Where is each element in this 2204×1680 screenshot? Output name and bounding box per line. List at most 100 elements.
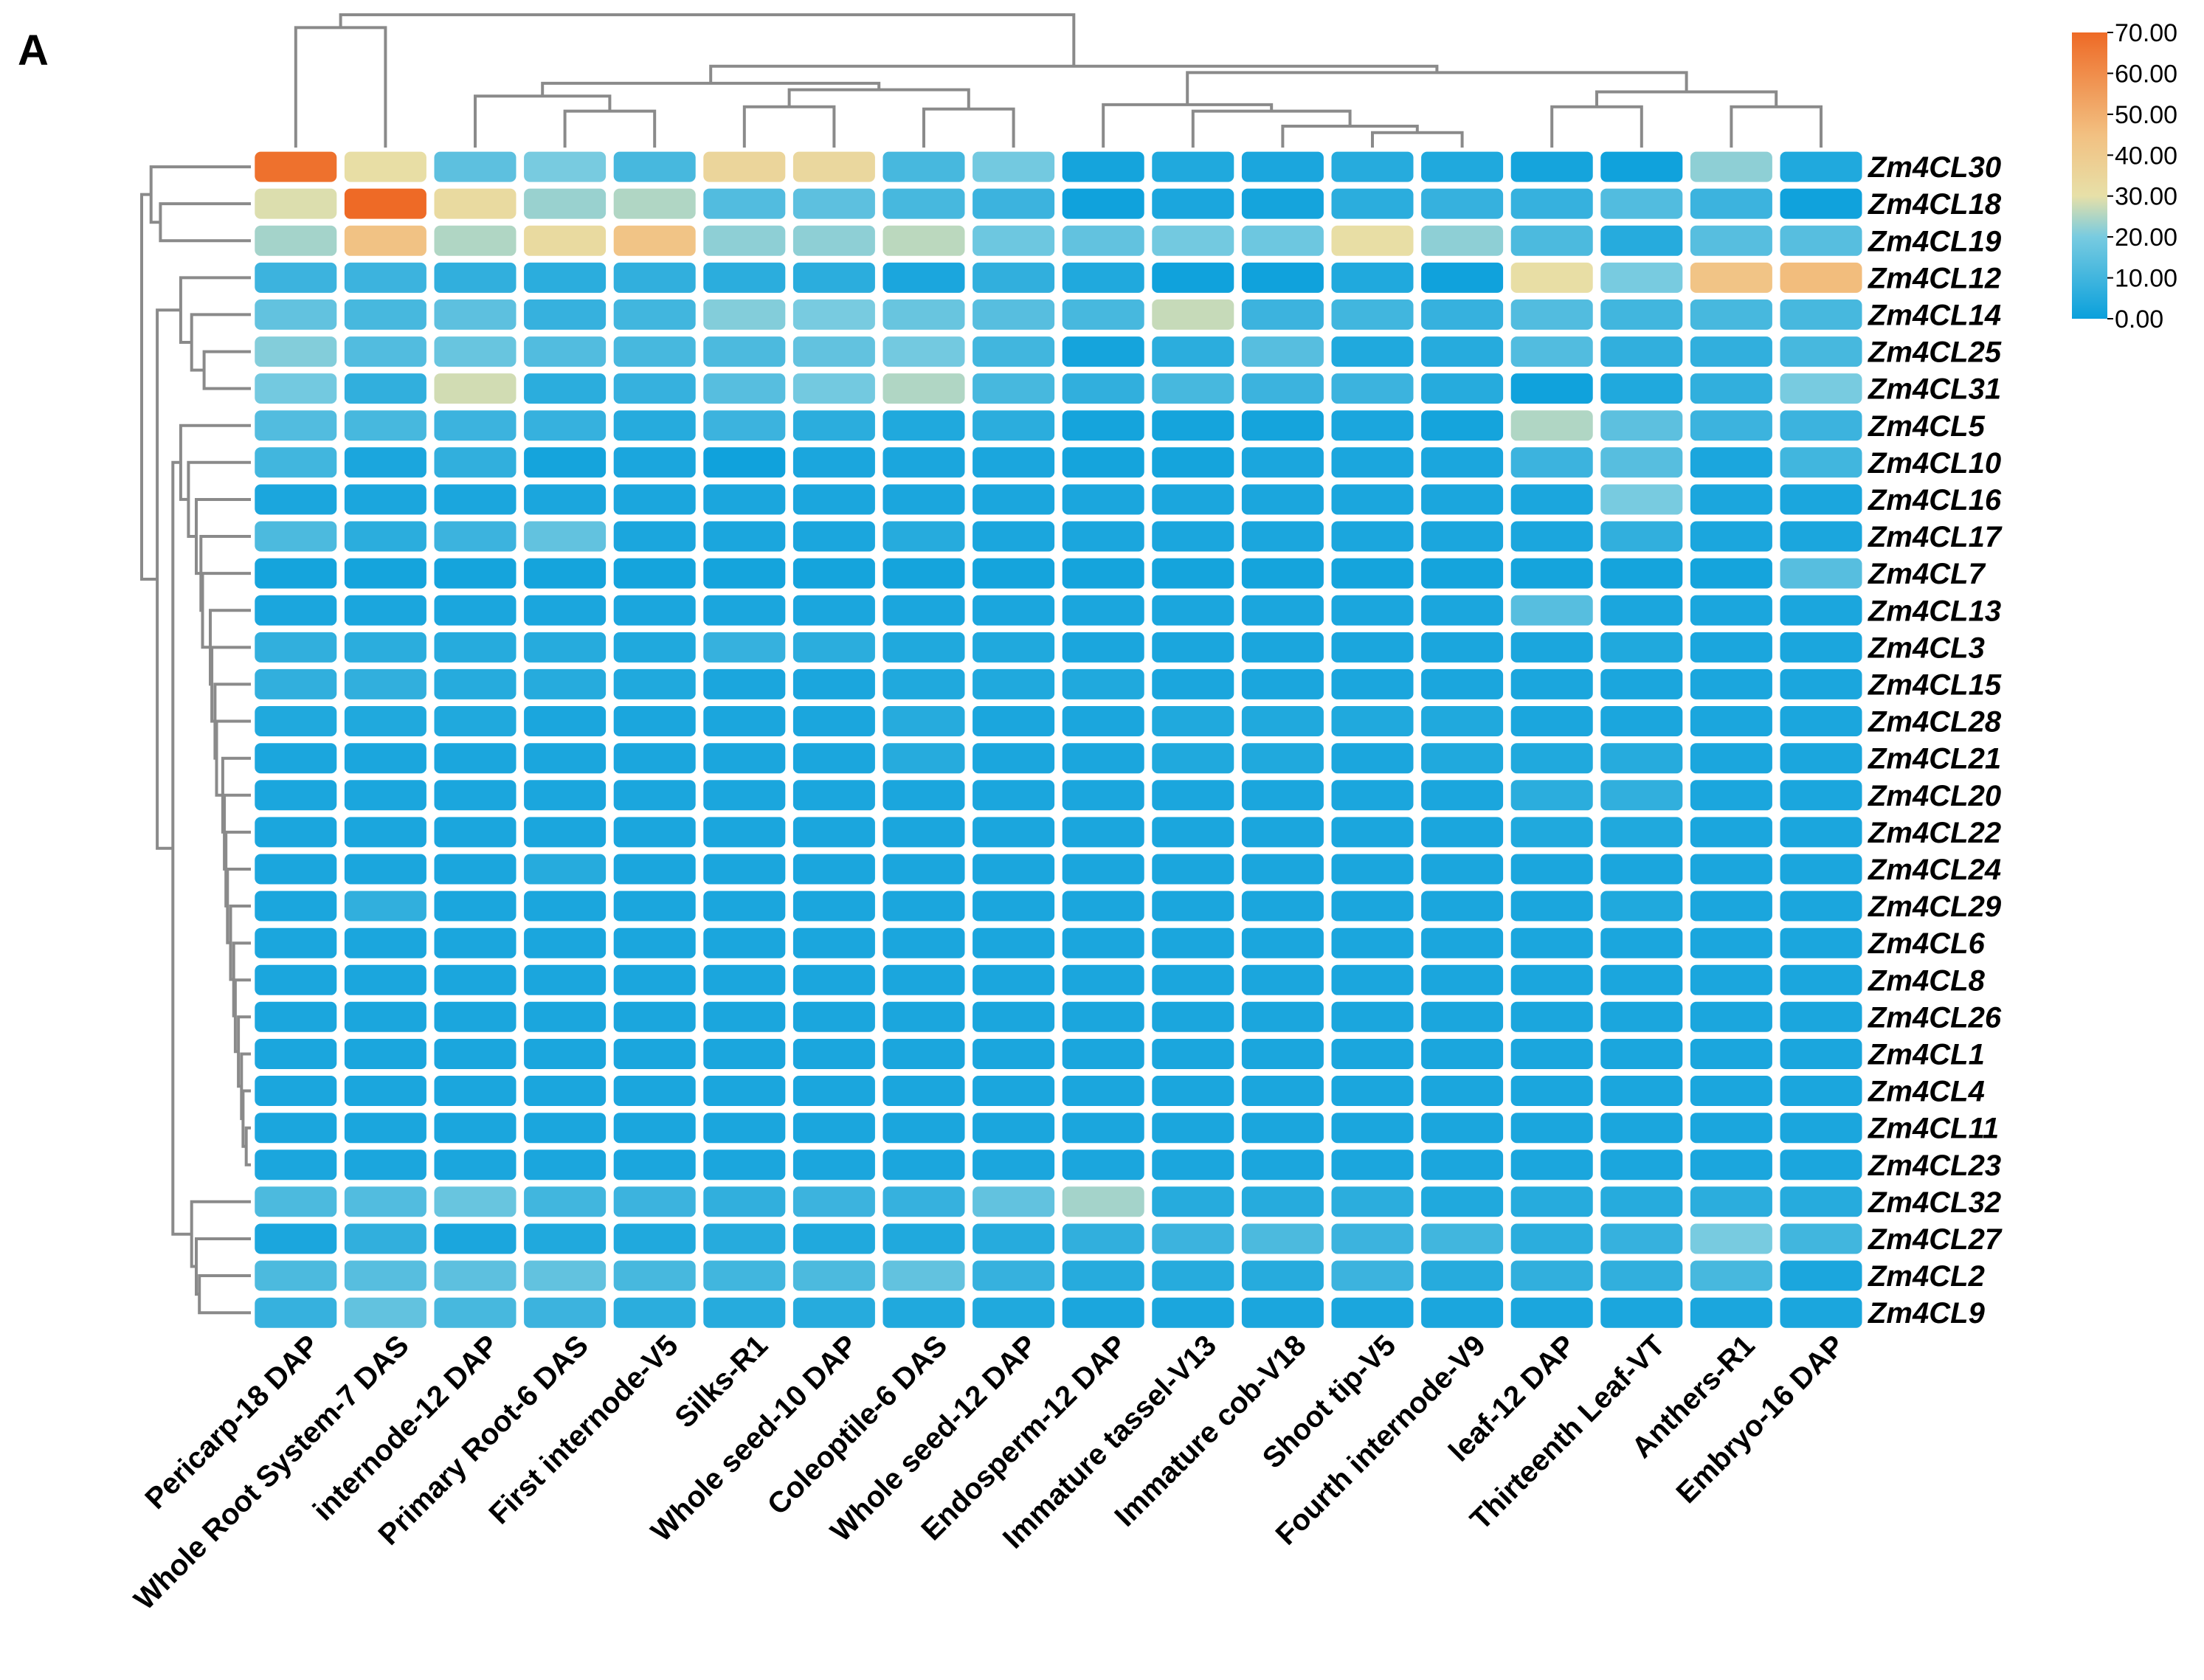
heatmap-cell <box>1421 1039 1504 1069</box>
heatmap-cell <box>1510 706 1593 736</box>
heatmap-cell <box>434 1260 517 1291</box>
heatmap-cell <box>524 632 607 663</box>
heatmap-cell <box>1690 964 1772 995</box>
heatmap-cell <box>1510 151 1593 182</box>
heatmap-cell <box>1331 410 1414 441</box>
heatmap-cell <box>613 447 696 478</box>
heatmap-cell <box>524 151 607 182</box>
heatmap-cell <box>434 743 517 774</box>
row-label: Zm4CL19 <box>1868 225 2002 257</box>
heatmap-cell <box>1241 1260 1324 1291</box>
heatmap-cell <box>434 964 517 995</box>
heatmap-cell <box>434 262 517 293</box>
heatmap-cell <box>703 817 786 848</box>
dendrogram-branch <box>149 165 251 224</box>
heatmap-cell <box>1690 1260 1772 1291</box>
heatmap-cell <box>613 1001 696 1032</box>
dendrogram-branch <box>171 460 192 1236</box>
heatmap-cell <box>792 706 875 736</box>
heatmap-cell <box>255 225 337 256</box>
heatmap-cell <box>1510 299 1593 330</box>
heatmap-cell <box>1421 484 1504 515</box>
heatmap-cell <box>1421 373 1504 404</box>
heatmap-cell <box>703 225 786 256</box>
heatmap-cell <box>1062 706 1144 736</box>
heatmap-cell <box>973 706 1055 736</box>
heatmap-cell <box>703 780 786 811</box>
heatmap-cell <box>1780 558 1862 589</box>
heatmap-cell <box>344 1113 426 1144</box>
heatmap-cell <box>703 299 786 330</box>
legend-tick-label: 40.00 <box>2115 142 2177 170</box>
heatmap-cell <box>1510 410 1593 441</box>
heatmap-cell <box>882 373 965 404</box>
legend-tick-label: 70.00 <box>2115 19 2177 47</box>
heatmap-cell <box>1600 632 1683 663</box>
heatmap-cell <box>1780 1223 1862 1254</box>
heatmap-cell <box>434 1076 517 1106</box>
heatmap-cell <box>1241 151 1324 182</box>
heatmap-cell <box>613 299 696 330</box>
heatmap-cell <box>1780 780 1862 811</box>
dendrogram-branch <box>202 350 251 390</box>
heatmap-cell <box>1331 262 1414 293</box>
heatmap-cell <box>973 668 1055 699</box>
heatmap-cell <box>792 595 875 626</box>
row-label: Zm4CL7 <box>1868 558 1986 590</box>
heatmap-cell <box>1780 854 1862 885</box>
heatmap-cell <box>1152 780 1234 811</box>
heatmap-cell <box>524 706 607 736</box>
heatmap-cell <box>1600 780 1683 811</box>
heatmap-cell <box>434 188 517 219</box>
heatmap-cell <box>1152 373 1234 404</box>
heatmap-cell <box>1690 668 1772 699</box>
heatmap-cell <box>882 927 965 958</box>
heatmap-cell <box>434 558 517 589</box>
heatmap-cell <box>613 927 696 958</box>
heatmap-cell <box>1780 743 1862 774</box>
heatmap-cell <box>1510 336 1593 367</box>
heatmap-cell <box>703 854 786 885</box>
heatmap-cell <box>1331 558 1414 589</box>
heatmap-cell <box>1600 1001 1683 1032</box>
legend-color-bar <box>2072 32 2107 319</box>
heatmap-cell <box>1241 336 1324 367</box>
heatmap-cell <box>255 964 337 995</box>
heatmap-cell <box>524 668 607 699</box>
heatmap-cell <box>344 151 426 182</box>
heatmap-cell <box>1780 373 1862 404</box>
heatmap-cell <box>1152 1039 1234 1069</box>
heatmap-cell <box>703 632 786 663</box>
heatmap-cell <box>1600 1223 1683 1254</box>
heatmap-cell <box>1152 484 1234 515</box>
heatmap-cell <box>344 373 426 404</box>
heatmap-cell <box>255 854 337 885</box>
heatmap-cell <box>613 1076 696 1106</box>
row-label: Zm4CL15 <box>1868 668 2002 701</box>
heatmap-cell <box>1421 1260 1504 1291</box>
heatmap-cell <box>1600 188 1683 219</box>
heatmap-cell <box>1241 632 1324 663</box>
heatmap-cell <box>434 1039 517 1069</box>
heatmap-cell <box>1421 632 1504 663</box>
heatmap-cell <box>1062 927 1144 958</box>
heatmap-cell <box>1600 706 1683 736</box>
heatmap-cell <box>344 188 426 219</box>
heatmap-cell <box>1510 558 1593 589</box>
heatmap-cell <box>1062 891 1144 922</box>
heatmap-cell <box>973 447 1055 478</box>
heatmap-cell <box>1331 1076 1414 1106</box>
heatmap-cell <box>1510 780 1593 811</box>
heatmap-cell <box>1510 447 1593 478</box>
heatmap-cell <box>1421 595 1504 626</box>
heatmap-cell <box>792 1260 875 1291</box>
heatmap-cell <box>1152 1113 1234 1144</box>
heatmap-cell <box>1510 1039 1593 1069</box>
row-label: Zm4CL2 <box>1868 1260 1985 1293</box>
heatmap-cell <box>703 558 786 589</box>
heatmap-cell <box>792 262 875 293</box>
heatmap-cell <box>1062 964 1144 995</box>
heatmap-cell <box>1780 299 1862 330</box>
heatmap-cell <box>1062 521 1144 552</box>
